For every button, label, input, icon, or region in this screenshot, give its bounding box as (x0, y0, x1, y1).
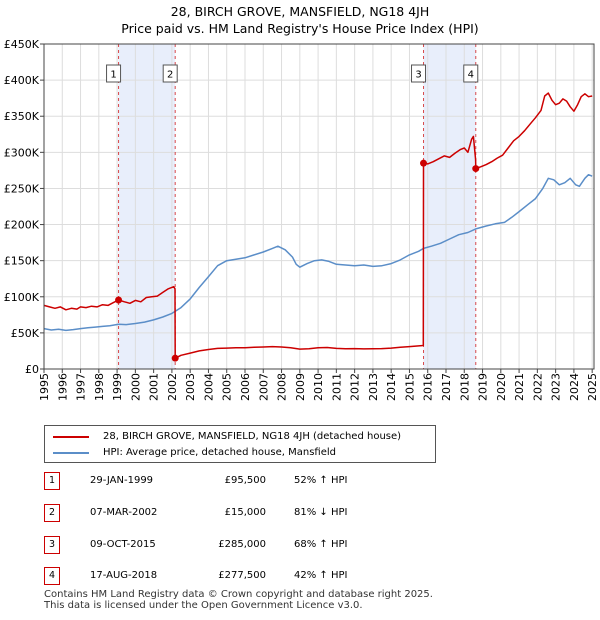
legend-swatch-property (53, 436, 89, 438)
x-tick-label: 2021 (513, 373, 526, 401)
x-tick-label: 2019 (477, 373, 490, 401)
x-tick-label: 2003 (184, 373, 197, 401)
x-tick-label: 2005 (221, 373, 234, 401)
x-tick-label: 2006 (239, 373, 252, 401)
chart-legend: 28, BIRCH GROVE, MANSFIELD, NG18 4JH (de… (44, 425, 436, 463)
x-tick-label: 2022 (531, 373, 544, 401)
transaction-hpi: 52% ↑ HPI (294, 475, 348, 486)
x-tick-label: 2011 (330, 373, 343, 401)
x-tick-label: 1997 (75, 373, 88, 401)
x-tick-label: 2001 (148, 373, 161, 401)
y-tick-label: £100K (4, 291, 40, 304)
legend-swatch-hpi (53, 452, 89, 454)
x-tick-label: 2020 (495, 373, 508, 401)
sale-marker-rect (106, 64, 122, 83)
transaction-price: £15,000 (224, 507, 266, 518)
table-row: 4 17-AUG-2018 £277,500 42% ↑ HPI (44, 567, 464, 585)
x-tick-label: 2000 (129, 373, 142, 401)
plot-frame (43, 43, 595, 370)
sale-point-1 (115, 296, 123, 304)
sale-marker-rect (162, 64, 178, 83)
transaction-hpi: 81% ↓ HPI (294, 507, 348, 518)
x-tick-label: 2013 (367, 373, 380, 401)
sale-point-4 (472, 165, 480, 173)
transaction-number: 4 (44, 567, 60, 585)
x-tick-label: 1999 (111, 373, 124, 401)
transaction-date: 09-OCT-2015 (90, 539, 156, 550)
chart-subtitle: Price paid vs. HM Land Registry's House … (121, 21, 478, 36)
y-tick-label: £350K (4, 110, 40, 123)
x-tick-label: 2023 (550, 373, 563, 401)
y-tick-label: £300K (4, 146, 40, 159)
shaded-range-1 (118, 44, 176, 369)
x-tick-label: 2025 (586, 373, 599, 401)
series-line-property (43, 92, 593, 359)
transaction-hpi: 42% ↑ HPI (294, 570, 348, 581)
y-tick-label: £400K (4, 74, 40, 87)
x-tick-label: 2007 (257, 373, 270, 401)
footer-licence: This data is licensed under the Open Gov… (44, 600, 363, 611)
sale-marker-box-3: 3 (411, 64, 427, 83)
sale-marker-number: 3 (415, 70, 421, 81)
transaction-date: 17-AUG-2018 (90, 570, 158, 581)
sale-marker-box-4: 4 (463, 64, 479, 83)
sale-marker-number: 2 (167, 70, 173, 81)
y-tick-label: £50K (11, 327, 40, 340)
x-tick-label: 2009 (294, 373, 307, 401)
transaction-date: 29-JAN-1999 (90, 475, 154, 486)
y-tick-label: £200K (4, 219, 40, 232)
legend-label-property: 28, BIRCH GROVE, MANSFIELD, NG18 4JH (de… (103, 431, 402, 442)
table-row: 1 29-JAN-1999 £95,500 52% ↑ HPI (44, 472, 464, 490)
y-tick-label: £450K (4, 38, 40, 51)
transaction-number: 1 (44, 472, 60, 490)
footer: Contains HM Land Registry data © Crown c… (44, 589, 433, 611)
transaction-number: 3 (44, 536, 60, 554)
x-tick-label: 1998 (93, 373, 106, 401)
x-tick-label: 1995 (38, 373, 51, 401)
y-tick-label: £150K (4, 255, 40, 268)
shaded-range-2 (423, 44, 476, 369)
x-tick-label: 2016 (422, 373, 435, 401)
x-tick-label: 2010 (312, 373, 325, 401)
x-tick-label: 2004 (202, 373, 215, 401)
price-chart: 28, BIRCH GROVE, MANSFIELD, NG18 4JH Pri… (4, 4, 599, 401)
series-line-hpi (43, 173, 593, 332)
sale-marker-rect (463, 64, 479, 83)
transaction-number: 2 (44, 504, 60, 522)
transaction-price: £285,000 (218, 539, 266, 550)
transaction-date: 07-MAR-2002 (90, 507, 158, 518)
transaction-price: £95,500 (224, 475, 266, 486)
table-row: 3 09-OCT-2015 £285,000 68% ↑ HPI (44, 536, 464, 554)
x-tick-label: 2017 (440, 373, 453, 401)
footer-copyright: Contains HM Land Registry data © Crown c… (44, 589, 433, 600)
x-tick-label: 2002 (166, 373, 179, 401)
x-tick-label: 2024 (568, 373, 581, 401)
x-tick-label: 2012 (349, 373, 362, 401)
x-tick-label: 2018 (458, 373, 471, 401)
x-tick-label: 2014 (385, 373, 398, 401)
legend-label-hpi: HPI: Average price, detached house, Mans… (103, 447, 336, 458)
sale-marker-rect (411, 64, 427, 83)
x-tick-label: 2015 (403, 373, 416, 401)
transaction-price: £277,500 (218, 570, 266, 581)
table-row: 2 07-MAR-2002 £15,000 81% ↓ HPI (44, 504, 464, 522)
sale-marker-number: 1 (110, 70, 116, 81)
sale-marker-box-2: 2 (162, 64, 178, 83)
x-tick-label: 1996 (56, 373, 69, 401)
chart-title: 28, BIRCH GROVE, MANSFIELD, NG18 4JH (171, 4, 430, 19)
sale-marker-box-1: 1 (106, 64, 122, 83)
sale-marker-number: 4 (468, 70, 474, 81)
sale-point-3 (420, 159, 428, 167)
sale-point-2 (171, 354, 179, 362)
transaction-hpi: 68% ↑ HPI (294, 539, 348, 550)
x-tick-label: 2008 (276, 373, 289, 401)
y-tick-label: £0 (25, 363, 39, 376)
y-tick-label: £250K (4, 182, 40, 195)
